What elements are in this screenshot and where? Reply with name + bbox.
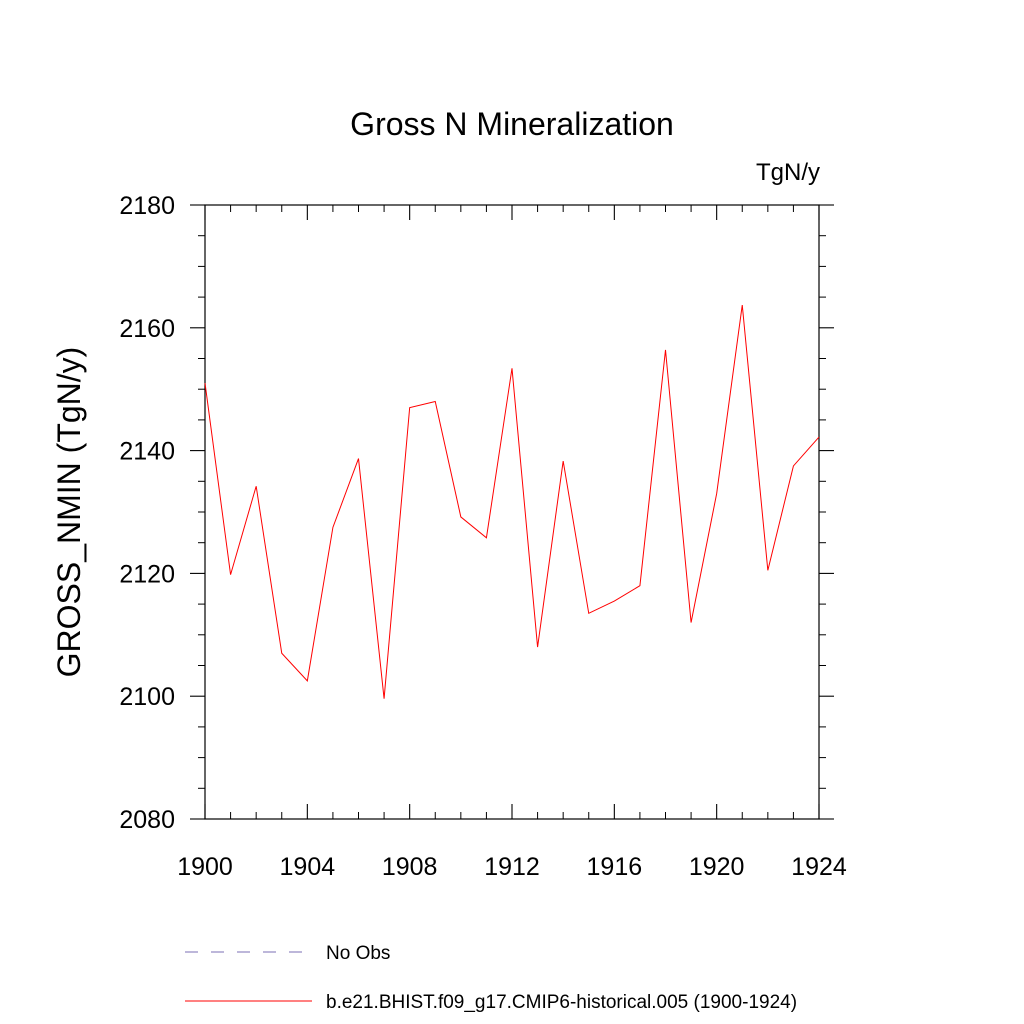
x-tick-label: 1920	[689, 853, 745, 881]
y-tick-label: 2160	[119, 315, 175, 343]
y-tick-label: 2140	[119, 438, 175, 466]
x-tick-label: 1916	[587, 853, 643, 881]
series-layer	[204, 305, 820, 699]
chart-title: Gross N Mineralization	[350, 106, 674, 142]
x-tick-label: 1900	[177, 853, 233, 881]
y-tick-label: 2120	[119, 560, 175, 588]
legend: No Obs b.e21.BHIST.f09_g17.CMIP6-histori…	[185, 943, 797, 1013]
series-line-1	[204, 305, 820, 699]
y-tick-label: 2080	[119, 806, 175, 834]
y-tick-label: 2180	[119, 192, 175, 220]
x-tick-label: 1908	[382, 853, 438, 881]
legend-label-model-run: b.e21.BHIST.f09_g17.CMIP6-historical.005…	[326, 992, 797, 1013]
axis-ticks: 1900 1904 1908 1912 1916 1920 1924 2080 2100 2120…	[119, 192, 847, 881]
y-tick-label: 2100	[119, 683, 175, 711]
x-tick-label: 1924	[791, 853, 847, 881]
legend-label-no-obs: No Obs	[326, 943, 390, 964]
x-tick-label: 1904	[280, 853, 336, 881]
plot-frame	[204, 204, 820, 820]
x-tick-label: 1912	[484, 853, 540, 881]
units-label: TgN/y	[756, 159, 820, 186]
y-axis-label: GROSS_NMIN (TgN/y)	[51, 347, 87, 678]
